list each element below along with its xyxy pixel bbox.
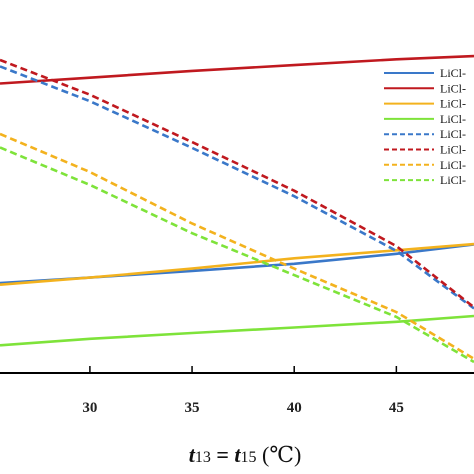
legend-label-5: LiCl-: [440, 127, 466, 141]
legend-label-1: LiCl-: [440, 66, 466, 80]
legend-label-4: LiCl-: [440, 112, 466, 126]
x-tick-label: 35: [185, 400, 200, 416]
x-tick-label: 45: [389, 400, 404, 416]
legend-label-8: LiCl-: [440, 173, 466, 187]
plot-frame: [0, 372, 474, 374]
series-line-6: [0, 58, 474, 309]
x-tick-label: 30: [82, 400, 97, 416]
plot-lines: [0, 54, 474, 364]
x-axis-label: t13 = t15 (℃): [189, 442, 302, 467]
series-line-8: [0, 146, 474, 364]
legend-label-7: LiCl-: [440, 158, 466, 172]
legend-label-3: LiCl-: [440, 97, 466, 111]
x-tick-label: 40: [287, 400, 302, 416]
series-line-3: [0, 242, 474, 286]
series-line-7: [0, 132, 474, 360]
legend-label-6: LiCl-: [440, 143, 466, 157]
legend: LiCl-LiCl-LiCl-LiCl-LiCl-LiCl-LiCl-LiCl-: [384, 66, 466, 187]
series-line-2: [0, 54, 474, 85]
series-line-4: [0, 314, 474, 347]
x-axis-ticks: 30 35 40 45: [82, 366, 404, 416]
legend-label-2: LiCl-: [440, 81, 466, 95]
series-line-5: [0, 65, 474, 310]
